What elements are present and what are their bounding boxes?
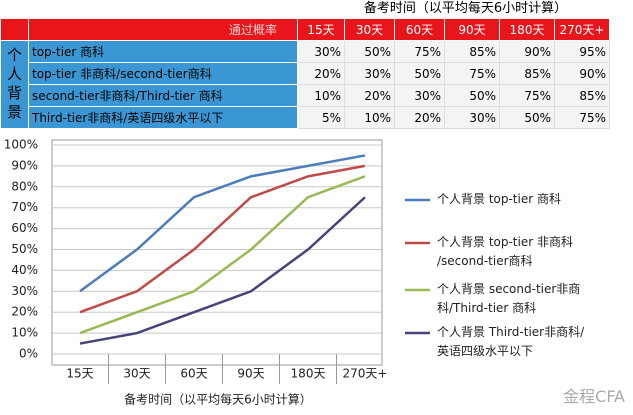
y-tick-label: 80% (11, 179, 38, 193)
table-cell: 90% (554, 62, 610, 85)
row-label: top-tier 非商科/second-tier商科 (28, 62, 298, 85)
row-label: second-tier非商科/Third-tier 商科 (28, 84, 298, 107)
table-cell: 10% (297, 84, 345, 107)
table-cell: 95% (554, 40, 610, 63)
watermark: 金程CFA (563, 387, 625, 406)
y-tick-label: 0% (19, 347, 38, 361)
y-tick-label: 100% (4, 138, 38, 152)
y-tick-label: 60% (11, 221, 38, 235)
y-tick-label: 20% (11, 305, 38, 319)
header-cell: 180天 (499, 18, 555, 41)
table-cell: 20% (297, 62, 345, 85)
table-cell: 75% (499, 84, 555, 107)
row-label: top-tier 商科 (28, 40, 298, 63)
table-row: Third-tier非商科/英语四级水平以下 5% 10% 20% 30% 50% 75% (1, 106, 610, 129)
series-line (79, 175, 366, 335)
table-cell: 30% (444, 106, 500, 129)
legend-label: 个人背景 top-tier 商科 (437, 192, 561, 206)
header-cell: 15天 (297, 18, 345, 41)
plot-frame (51, 139, 383, 366)
x-tick-label: 15天 (66, 367, 93, 381)
y-tick-label: 70% (11, 200, 38, 214)
y-tick-label: 10% (11, 326, 38, 340)
table: 通过概率 15天 30天 60天 90天 180天 270天+ 个人背景 top-tier 商科… (0, 18, 610, 129)
table-cell: 30% (394, 84, 445, 107)
table-row: second-tier非商科/Third-tier 商科 10% 20% 30% 50%… (1, 84, 610, 107)
x-tick-label: 90天 (237, 367, 264, 381)
legend-label: 个人背景 Third-tier非商科/ 英语四级水平以下 (437, 325, 585, 358)
table-row: 个人背景 top-tier 商科 30% 50% 75% 85% 90% 95% (0, 40, 610, 129)
table-title: 备考时间（以平均每天6小时计算） (363, 1, 568, 16)
x-tick-label: 60天 (180, 367, 207, 381)
table-cell: 85% (554, 84, 610, 107)
table-cell: 20% (394, 106, 445, 129)
series-line (79, 154, 366, 293)
table-cell: 50% (394, 62, 445, 85)
y-tick-label: 90% (11, 158, 38, 172)
x-tick-label: 30天 (123, 367, 150, 381)
legend-label: 个人背景 top-tier 非商科 /second-tier商科 (437, 235, 573, 268)
table-cell: 10% (344, 106, 395, 129)
legend-label: 个人背景 second-tier非商 科/Third-tier 商科 (437, 282, 581, 315)
header-cell: 90天 (444, 18, 500, 41)
y-tick-label: 50% (11, 242, 38, 256)
table-cell: 50% (499, 106, 555, 129)
table-cell: 50% (444, 84, 500, 107)
y-tick-label: 30% (11, 284, 38, 298)
header-row: 通过概率 15天 30天 60天 90天 180天 270天+ (0, 18, 610, 41)
header-cell: 60天 (394, 18, 445, 41)
row-header: 个人背景 (0, 40, 29, 129)
table-cell: 5% (297, 106, 345, 129)
y-tick-label: 40% (11, 263, 38, 277)
row-label: Third-tier非商科/英语四级水平以下 (28, 106, 298, 129)
header-corner (0, 18, 29, 41)
x-axis-label: 备考时间（以平均每天6小时计算） (124, 392, 312, 407)
table-cell: 90% (499, 40, 555, 63)
x-tick-label: 270天+ (343, 367, 388, 381)
table-cell: 75% (394, 40, 445, 63)
table-cell: 75% (554, 106, 610, 129)
series-line (79, 196, 366, 345)
header-cell: 通过概率 (28, 18, 298, 41)
series-line (79, 164, 366, 314)
x-tick-label: 180天 (291, 367, 326, 381)
